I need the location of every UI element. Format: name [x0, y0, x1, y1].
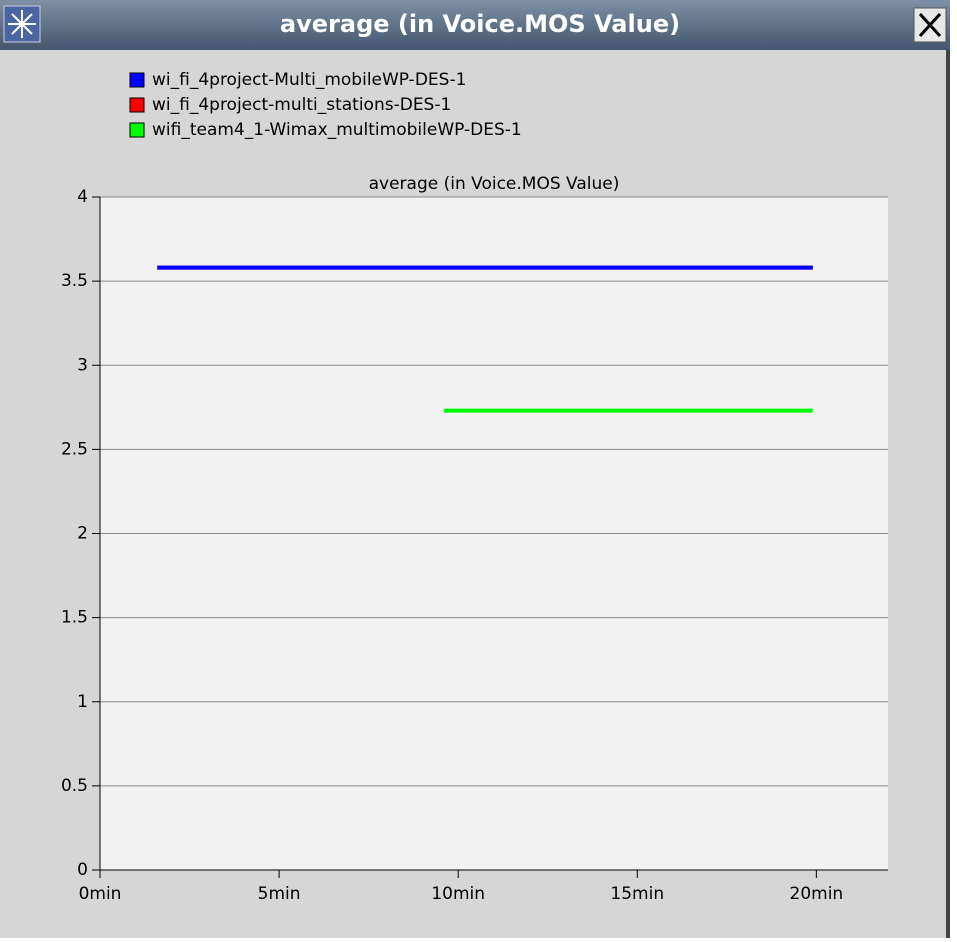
x-tick-label: 5min	[258, 884, 301, 904]
window-icon-star	[8, 10, 36, 38]
chart-title: average (in Voice.MOS Value)	[369, 174, 620, 194]
legend-swatch	[129, 122, 145, 138]
x-tick-label: 0min	[79, 884, 122, 904]
legend-label: wi_fi_4project-multi_stations-DES-1	[152, 95, 451, 115]
y-tick-label: 2.5	[61, 439, 88, 459]
y-tick-label: 2	[77, 524, 88, 544]
y-tick-label: 0	[77, 860, 88, 880]
window-title: average (in Voice.MOS Value)	[280, 10, 680, 38]
close-icon[interactable]	[918, 12, 942, 38]
y-tick-label: 0.5	[61, 776, 88, 796]
y-tick-label: 4	[77, 187, 88, 207]
y-tick-label: 3.5	[61, 271, 88, 291]
x-tick-label: 15min	[610, 884, 664, 904]
x-tick-label: 10min	[431, 884, 485, 904]
legend-label: wi_fi_4project-Multi_mobileWP-DES-1	[152, 70, 466, 90]
legend-swatch	[129, 97, 145, 113]
title-bar	[0, 0, 950, 50]
y-tick-label: 1.5	[61, 608, 88, 628]
x-tick-label: 20min	[790, 884, 844, 904]
legend-label: wifi_team4_1-Wimax_multimobileWP-DES-1	[152, 120, 522, 140]
y-tick-label: 3	[77, 355, 88, 375]
window-border	[946, 0, 950, 938]
legend-swatch	[129, 72, 145, 88]
y-tick-label: 1	[77, 692, 88, 712]
